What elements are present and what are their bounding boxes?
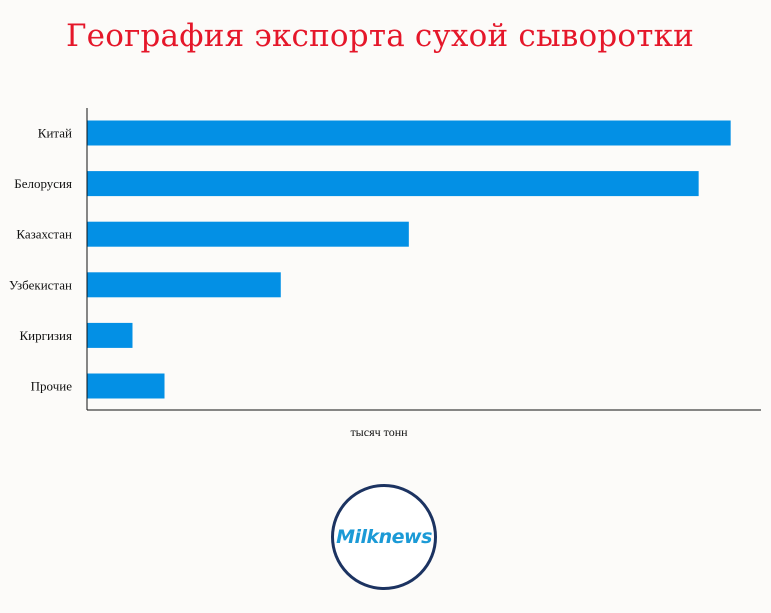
bar-1 bbox=[87, 171, 699, 197]
bar-2 bbox=[87, 221, 409, 247]
milknews-logo: Milknews bbox=[331, 484, 437, 590]
category-label-1: Белорусия bbox=[14, 176, 72, 191]
chart-title: География экспорта сухой сыворотки bbox=[65, 18, 695, 54]
bar-5 bbox=[87, 373, 165, 399]
category-labels-group: Китай Белорусия Казахстан Узбекистан Киргизи… bbox=[9, 126, 72, 394]
category-label-3: Узбекистан bbox=[9, 277, 72, 292]
bars-group bbox=[87, 120, 731, 399]
category-label-4: Киргизия bbox=[20, 328, 73, 343]
bar-0 bbox=[87, 120, 731, 146]
logo-text: Milknews bbox=[336, 526, 432, 548]
category-label-5: Прочие bbox=[31, 379, 73, 394]
category-label-2: Казахстан bbox=[16, 227, 72, 242]
x-axis-label: тысяч тонн bbox=[350, 425, 408, 439]
bar-4 bbox=[87, 322, 133, 348]
bar-3 bbox=[87, 272, 281, 298]
category-label-0: Китай bbox=[38, 126, 72, 141]
